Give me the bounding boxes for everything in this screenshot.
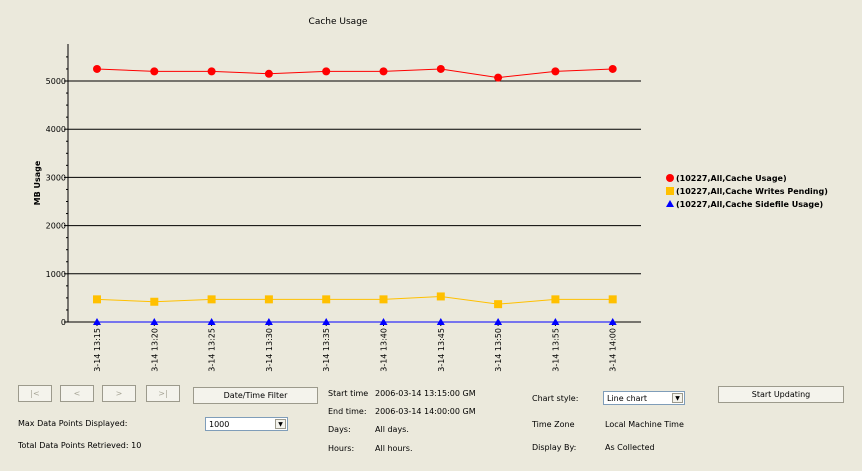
days-value: All days. xyxy=(375,425,409,434)
x-tick-label: 3-14 13:20 xyxy=(150,328,159,372)
x-tick-label: 3-14 13:35 xyxy=(322,328,331,372)
data-point xyxy=(608,318,617,325)
data-point xyxy=(322,67,331,76)
data-point xyxy=(93,295,101,304)
data-point xyxy=(322,318,331,325)
x-tick-label: 3-14 13:15 xyxy=(93,328,102,372)
chevron-down-icon[interactable]: ▼ xyxy=(672,393,683,403)
end-time-label: End time: xyxy=(328,407,367,416)
legend-marker xyxy=(666,187,674,195)
x-tick-label: 3-14 13:40 xyxy=(380,328,389,372)
chevron-down-icon[interactable]: ▼ xyxy=(275,419,286,429)
data-point xyxy=(494,73,503,82)
data-point xyxy=(494,300,503,309)
legend-label: (10227,All,Cache Usage) xyxy=(676,174,787,183)
data-point xyxy=(207,318,216,325)
data-point xyxy=(264,69,273,78)
chart-style-value: Line chart xyxy=(607,393,648,403)
data-point xyxy=(93,64,101,73)
start-updating-button[interactable]: Start Updating xyxy=(718,386,844,403)
prev-page-button[interactable]: < xyxy=(60,385,94,402)
hours-label: Hours: xyxy=(328,444,355,453)
y-tick-label: 3000 xyxy=(46,173,66,182)
data-point xyxy=(264,318,273,325)
y-tick-label: 2000 xyxy=(46,222,66,231)
series-line-0 xyxy=(96,68,613,79)
data-point xyxy=(608,295,617,304)
x-tick-label: 3-14 13:55 xyxy=(551,328,560,372)
data-point xyxy=(551,67,560,76)
chart-area: Cache Usage MB Usage 0 1000 2000 3000 4000 5000… xyxy=(33,17,828,372)
date-time-filter-button[interactable]: Date/Time Filter xyxy=(193,387,318,404)
x-tick-label: 3-14 13:30 xyxy=(265,328,274,372)
hours-value: All hours. xyxy=(375,444,413,453)
display-by-value: As Collected xyxy=(605,443,655,452)
x-tick-label: 3-14 13:45 xyxy=(437,328,446,372)
y-axis-label: MB Usage xyxy=(33,160,42,205)
x-tick-label: 3-14 13:50 xyxy=(494,328,503,372)
days-label: Days: xyxy=(328,425,351,434)
data-point xyxy=(551,318,560,325)
legend-marker xyxy=(666,200,674,207)
data-point xyxy=(436,64,445,73)
legend-label: (10227,All,Cache Writes Pending) xyxy=(676,187,828,196)
x-tick-label: 3-14 14:00 xyxy=(609,328,618,372)
max-points-select[interactable]: 1000 ▼ xyxy=(205,417,288,431)
data-point xyxy=(150,297,159,306)
time-zone-label: Time Zone xyxy=(532,420,575,429)
y-tick-label: 5000 xyxy=(46,77,66,86)
data-point xyxy=(494,318,503,325)
data-point xyxy=(379,67,388,76)
x-tick-label: 3-14 13:25 xyxy=(208,328,217,372)
chart-style-label: Chart style: xyxy=(532,394,579,403)
chart-style-select[interactable]: Line chart ▼ xyxy=(603,391,685,405)
next-page-button[interactable]: > xyxy=(102,385,136,402)
legend-marker xyxy=(666,174,674,182)
data-point xyxy=(322,295,331,304)
max-points-value: 1000 xyxy=(209,419,230,429)
total-points-label: Total Data Points Retrieved: 10 xyxy=(18,441,142,450)
legend-label: (10227,All,Cache Sidefile Usage) xyxy=(676,200,823,209)
data-point xyxy=(379,318,388,325)
start-time-label: Start time xyxy=(328,389,369,398)
chart-title: Cache Usage xyxy=(309,17,368,27)
y-tick-label: 4000 xyxy=(46,125,66,134)
end-time-value: 2006-03-14 14:00:00 GM xyxy=(375,407,476,416)
y-tick-label: 1000 xyxy=(46,270,66,279)
data-point xyxy=(608,64,617,73)
data-point xyxy=(150,67,159,76)
data-point xyxy=(551,295,560,304)
data-point xyxy=(207,295,216,304)
data-point xyxy=(264,295,273,304)
start-time-value: 2006-03-14 13:15:00 GM xyxy=(375,389,476,398)
y-tick-label: 0 xyxy=(61,318,66,327)
first-page-button[interactable]: |< xyxy=(18,385,52,402)
data-point xyxy=(93,318,101,325)
time-zone-value: Local Machine Time xyxy=(605,420,684,429)
series-line-1 xyxy=(96,295,613,305)
max-points-label: Max Data Points Displayed: xyxy=(18,419,128,428)
data-point xyxy=(436,318,445,325)
data-point xyxy=(207,67,216,76)
last-page-button[interactable]: >| xyxy=(146,385,180,402)
data-point xyxy=(436,292,445,301)
data-point xyxy=(379,295,388,304)
display-by-label: Display By: xyxy=(532,443,577,452)
data-point xyxy=(150,318,159,325)
